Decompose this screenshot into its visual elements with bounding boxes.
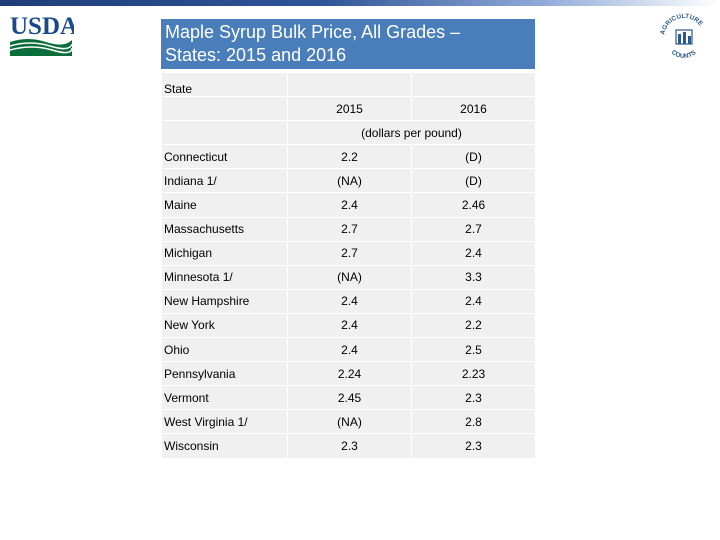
value-2015-cell: 2.7 (288, 241, 411, 265)
state-cell: Massachusetts (162, 217, 287, 241)
state-cell: Ohio (162, 338, 287, 362)
value-2016-cell: 2.3 (412, 434, 535, 458)
title-line-2: States: 2015 and 2016 (165, 45, 347, 65)
value-2015-cell: 2.4 (288, 289, 411, 313)
top-accent-bar (0, 0, 720, 6)
table-row: Minnesota 1/(NA) 3.3 (162, 265, 535, 289)
value-2016-cell: 2.4 (412, 241, 535, 265)
table-row: New York 2.4 2.2 (162, 313, 535, 338)
state-cell: Vermont (162, 386, 287, 410)
value-2016-cell: 2.5 (412, 338, 535, 362)
table-row: Pennsylvania 2.24 2.23 (162, 362, 535, 386)
value-2016-cell: 2.4 (412, 289, 535, 313)
table-row: New Hampshire 2.4 2.4 (162, 289, 535, 313)
blank-header-cell (288, 73, 411, 97)
value-2016-cell: 2.8 (412, 410, 535, 434)
table-row: Vermont 2.45 2.3 (162, 386, 535, 410)
table-row: Massachusetts 2.7 2.7 (162, 217, 535, 241)
usda-logo: USDA (9, 13, 74, 56)
table-row: Indiana 1/(NA) (D) (162, 169, 535, 193)
value-2016-cell: 2.7 (412, 217, 535, 241)
value-2015-cell: (NA) (288, 410, 411, 434)
value-2016-cell: 2.46 (412, 193, 535, 217)
state-cell: New Hampshire (162, 289, 287, 313)
table-row: Connecticut 2.2 (D) (162, 145, 535, 169)
value-2015-cell: 2.4 (288, 193, 411, 217)
page-title: Maple Syrup Bulk Price, All Grades – Sta… (161, 19, 535, 69)
year-header-row: 2015 2016 (162, 97, 535, 121)
unit-label: (dollars per pound) (288, 121, 535, 145)
value-2015-cell: 2.4 (288, 338, 411, 362)
blank-header-cell (162, 121, 287, 145)
svg-text:USDA: USDA (10, 13, 74, 40)
agriculture-counts-seal: AGRICULTURE COUNTS (659, 13, 704, 60)
year-2015-header: 2015 (288, 97, 411, 121)
value-2016-cell: (D) (412, 145, 535, 169)
table-row: Wisconsin 2.3 2.3 (162, 434, 535, 458)
state-cell: Wisconsin (162, 434, 287, 458)
table-row: West Virginia 1/(NA) 2.8 (162, 410, 535, 434)
svg-text:COUNTS: COUNTS (670, 49, 698, 60)
table-row: Michigan 2.7 2.4 (162, 241, 535, 265)
value-2015-cell: 2.45 (288, 386, 411, 410)
blank-header-cell (412, 73, 535, 97)
value-2016-cell: 3.3 (412, 265, 535, 289)
state-cell: Connecticut (162, 145, 287, 169)
state-cell: West Virginia 1/ (162, 410, 287, 434)
state-cell: Pennsylvania (162, 362, 287, 386)
state-column-header: State (162, 73, 287, 97)
title-line-1: Maple Syrup Bulk Price, All Grades – (165, 22, 461, 42)
unit-row: (dollars per pound) (162, 121, 535, 145)
value-2015-cell: (NA) (288, 265, 411, 289)
table-row: Maine 2.4 2.46 (162, 193, 535, 217)
value-2016-cell: 2.2 (412, 313, 535, 338)
value-2015-cell: 2.7 (288, 217, 411, 241)
state-cell: Michigan (162, 241, 287, 265)
value-2015-cell: 2.3 (288, 434, 411, 458)
value-2015-cell: (NA) (288, 169, 411, 193)
value-2015-cell: 2.2 (288, 145, 411, 169)
table-row: Ohio 2.4 2.5 (162, 338, 535, 362)
value-2015-cell: 2.4 (288, 313, 411, 338)
value-2016-cell: 2.23 (412, 362, 535, 386)
state-cell: Minnesota 1/ (162, 265, 287, 289)
state-cell: New York (162, 313, 287, 338)
price-table: State 2015 2016 (dollars per pound) Conn… (161, 72, 536, 459)
state-cell: Indiana 1/ (162, 169, 287, 193)
state-cell: Maine (162, 193, 287, 217)
year-2016-header: 2016 (412, 97, 535, 121)
table-header-row: State (162, 73, 535, 97)
value-2015-cell: 2.24 (288, 362, 411, 386)
value-2016-cell: (D) (412, 169, 535, 193)
blank-header-cell (162, 97, 287, 121)
value-2016-cell: 2.3 (412, 386, 535, 410)
